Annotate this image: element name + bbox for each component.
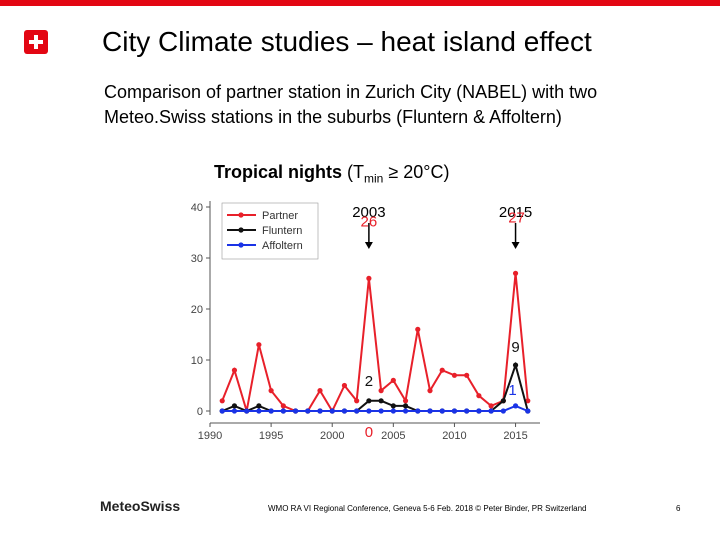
top-brand-bar xyxy=(0,0,720,6)
data-point-affoltern xyxy=(305,408,311,414)
footer-conference: WMO RA VI Regional Conference, Geneva 5-… xyxy=(268,504,587,513)
slide-title: City Climate studies – heat island effec… xyxy=(102,26,592,57)
data-point-partner xyxy=(354,398,360,404)
data-point-affoltern xyxy=(378,408,384,414)
data-point-affoltern xyxy=(366,408,372,414)
y-tick-label: 10 xyxy=(191,355,203,367)
y-tick-label: 40 xyxy=(191,202,203,214)
slide-subtitle: Comparison of partner station in Zurich … xyxy=(104,82,598,127)
page-number: 6 xyxy=(676,504,681,513)
y-tick-label: 30 xyxy=(191,253,203,265)
year-label: 2015 xyxy=(499,204,532,221)
data-point-affoltern xyxy=(256,408,262,414)
data-point-affoltern xyxy=(500,408,506,414)
data-point-fluntern xyxy=(402,403,409,409)
data-point-partner xyxy=(378,388,384,394)
data-point-partner xyxy=(219,398,225,404)
data-point-affoltern xyxy=(464,408,470,414)
x-tick-label: 2010 xyxy=(442,430,466,442)
data-point-affoltern xyxy=(292,408,299,414)
data-point-partner xyxy=(439,367,445,373)
x-tick-label: 2000 xyxy=(320,430,344,442)
data-point-partner xyxy=(402,398,409,404)
data-point-affoltern xyxy=(390,408,396,414)
data-point-affoltern xyxy=(512,403,519,409)
data-point-affoltern xyxy=(354,408,360,414)
legend-marker xyxy=(238,242,244,248)
x-tick-label: 2005 xyxy=(381,430,405,442)
data-point-partner xyxy=(256,342,262,348)
y-tick-label: 20 xyxy=(191,304,203,316)
data-point-fluntern xyxy=(231,403,238,409)
data-point-partner xyxy=(451,372,458,378)
data-point-fluntern xyxy=(512,362,519,368)
swiss-cross-logo xyxy=(24,30,48,54)
year-label: 2003 xyxy=(352,204,385,221)
data-point-affoltern xyxy=(488,408,494,414)
data-point-affoltern xyxy=(341,408,348,414)
data-point-affoltern xyxy=(525,408,531,414)
data-point-affoltern xyxy=(268,408,274,414)
x-tick-label: 1995 xyxy=(259,430,283,442)
data-point-affoltern xyxy=(476,408,482,414)
data-point-partner xyxy=(390,377,396,383)
data-point-affoltern xyxy=(244,408,250,414)
data-point-partner xyxy=(464,372,470,378)
data-point-affoltern xyxy=(402,408,409,414)
data-point-affoltern xyxy=(280,408,286,414)
legend-marker xyxy=(238,212,244,218)
value-label: 1 xyxy=(508,382,516,399)
legend-label: Affoltern xyxy=(262,240,303,252)
chart-heading: Tropical nights (Tmin ≥ 20°C) xyxy=(214,162,450,186)
value-label: 27 xyxy=(508,209,525,226)
data-point-partner xyxy=(476,393,482,399)
value-label: 0 xyxy=(365,424,373,441)
data-point-fluntern xyxy=(390,403,396,409)
value-label: 26 xyxy=(361,213,378,230)
year-arrow-head xyxy=(511,242,520,249)
y-tick-label: 0 xyxy=(197,406,203,418)
data-point-fluntern xyxy=(378,398,384,404)
data-point-partner xyxy=(512,270,519,276)
legend-label: Fluntern xyxy=(262,225,302,237)
year-arrow-head xyxy=(364,242,373,249)
data-point-fluntern xyxy=(500,398,506,404)
data-point-affoltern xyxy=(317,408,323,414)
data-point-partner xyxy=(341,382,348,389)
data-point-affoltern xyxy=(427,408,433,414)
meteoswiss-logo: MeteoSwiss xyxy=(100,498,181,514)
legend-marker xyxy=(238,227,244,233)
data-point-affoltern xyxy=(231,408,238,414)
data-point-partner xyxy=(488,403,494,409)
data-point-partner xyxy=(366,275,372,281)
data-point-partner xyxy=(415,326,421,332)
data-point-affoltern xyxy=(451,408,458,414)
series-line-partner xyxy=(221,273,529,414)
data-point-affoltern xyxy=(329,408,335,414)
data-point-partner xyxy=(427,388,433,394)
x-tick-label: 2015 xyxy=(503,430,527,442)
data-point-partner xyxy=(268,388,274,394)
data-point-partner xyxy=(280,403,286,409)
value-label: 9 xyxy=(511,339,519,356)
series-line-fluntern xyxy=(221,361,529,413)
data-point-fluntern xyxy=(256,403,262,409)
x-tick-label: 1990 xyxy=(198,430,222,442)
value-label: 2 xyxy=(365,373,373,390)
data-point-partner xyxy=(231,367,238,373)
data-point-fluntern xyxy=(366,398,372,404)
data-point-partner xyxy=(525,398,531,404)
data-point-affoltern xyxy=(439,408,445,414)
data-point-affoltern xyxy=(415,408,421,414)
data-point-partner xyxy=(317,388,323,394)
legend-label: Partner xyxy=(262,210,298,222)
series-line-affoltern xyxy=(222,404,529,412)
data-point-affoltern xyxy=(219,408,225,414)
